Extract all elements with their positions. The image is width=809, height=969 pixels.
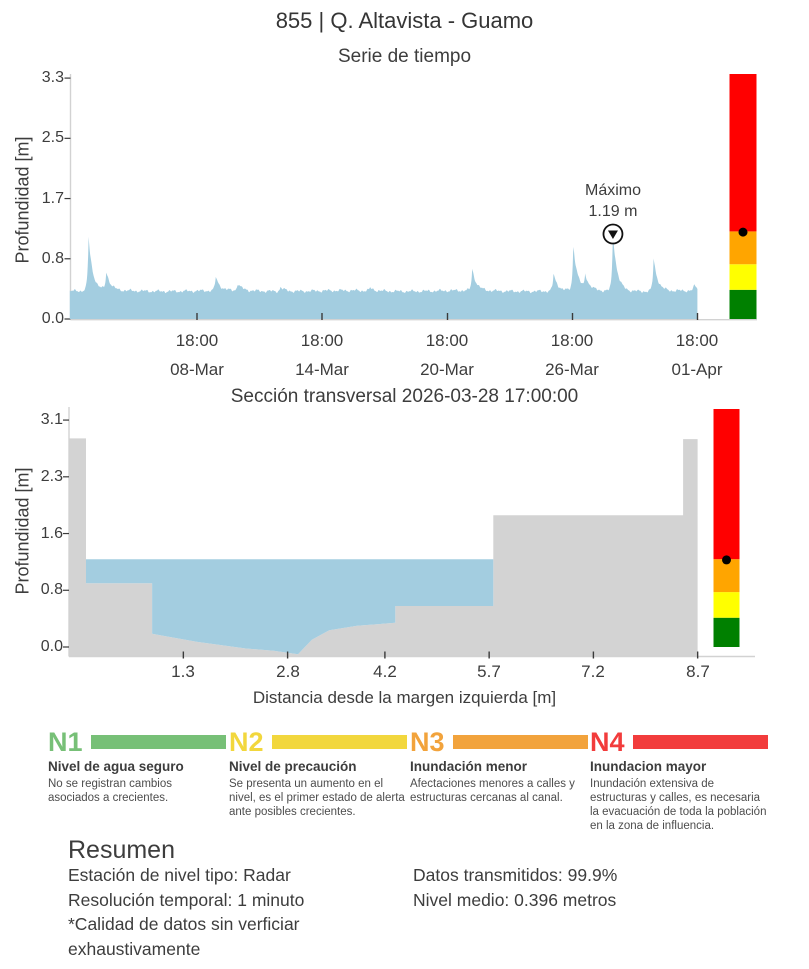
- levels-bar-segment-n4: [713, 409, 740, 560]
- cs-ytick-4: 3.1: [40, 411, 63, 428]
- levels-bar-segment-n3: [713, 559, 740, 593]
- legend-color-swatch: [452, 735, 588, 749]
- legend-code: N2: [229, 727, 264, 757]
- summary-heading: Resumen: [68, 836, 175, 864]
- ts-xtick-3: 18:00 26-Mar: [524, 330, 620, 380]
- ts-xtick-date: 26-Mar: [545, 360, 599, 379]
- page-title: 855 | Q. Altavista - Guamo: [275, 8, 534, 33]
- legend-head: N2: [229, 727, 407, 757]
- cs-ytick-2: 1.6: [40, 525, 63, 542]
- legend-description: Afectaciones menores a calles y estructu…: [410, 778, 575, 804]
- legend-title: Inundacion mayor: [590, 759, 707, 774]
- ts-xtick-time: 18:00: [175, 331, 219, 350]
- legend-head: N1: [48, 727, 226, 757]
- levels-bar-segment-n1: [729, 289, 757, 319]
- legend-item-n4: N4 Inundacion mayor Inundación extensiva…: [590, 729, 768, 833]
- ts-xtick-time: 18:00: [675, 331, 719, 350]
- cross-section-x-axis-label: Distancia desde la margen izquierda [m]: [252, 688, 557, 707]
- legend-code: N4: [590, 727, 625, 757]
- summary-temporal-resolution: Resolución temporal: 1 minuto: [68, 889, 305, 910]
- legend-title: Inundación menor: [410, 759, 528, 774]
- cs-xtick-2: 4.2: [373, 662, 397, 681]
- legend-item-n2: N2 Nivel de precaución Se presenta un au…: [229, 729, 407, 819]
- summary-data-transmitted: Datos transmitidos: 99.9%: [413, 865, 618, 885]
- cs-ytick-1: 0.8: [40, 581, 63, 598]
- cs-xtick-4: 7.2: [581, 662, 605, 681]
- legend-head: N4: [590, 727, 768, 757]
- max-annotation-label: Máximo: [584, 182, 641, 199]
- ts-ytick-4: 3.3: [41, 69, 64, 86]
- ts-ytick-2: 1.7: [41, 190, 64, 207]
- ts-xtick-date: 08-Mar: [170, 360, 224, 379]
- levels-bar-segment-n4: [729, 74, 757, 232]
- cs-xtick-1: 2.8: [276, 662, 300, 681]
- ts-xtick-4: 18:00 01-Apr: [649, 330, 745, 380]
- ts-xtick-2: 18:00 20-Mar: [399, 330, 495, 380]
- ts-xtick-date: 14-Mar: [295, 360, 349, 379]
- legend-description: Inundación extensiva de estructuras y ca…: [590, 778, 767, 832]
- legend-item-n1: N1 Nivel de agua seguro No se registran …: [48, 729, 226, 805]
- ts-xtick-time: 18:00: [425, 331, 469, 350]
- cross-section-terrain: [69, 438, 698, 657]
- levels-bar-segment-n1: [713, 617, 740, 647]
- cs-ytick-3: 2.3: [40, 468, 63, 485]
- cs-current-level-dot: [722, 555, 731, 565]
- legend-color-swatch: [271, 735, 407, 749]
- ts-ytick-3: 2.5: [41, 129, 64, 146]
- levels-bar-segment-n3: [729, 231, 757, 265]
- cs-xtick-0: 1.3: [171, 662, 195, 681]
- ts-xtick-date: 01-Apr: [671, 360, 723, 379]
- max-annotation: Máximo 1.19 m: [553, 180, 673, 222]
- cs-ytick-0: 0.0: [40, 638, 63, 655]
- cross-section-title: Sección transversal 2026-03-28 17:00:00: [230, 386, 579, 407]
- ts-current-level-dot: [738, 227, 748, 237]
- ts-xtick-1: 18:00 14-Mar: [274, 330, 370, 380]
- ts-ytick-1: 0.8: [41, 250, 64, 267]
- time-series-area: [69, 236, 698, 319]
- legend-head: N3: [410, 727, 588, 757]
- cross-section-water: [86, 559, 494, 655]
- ts-xtick-date: 20-Mar: [420, 360, 474, 379]
- legend-title: Nivel de agua seguro: [48, 759, 184, 774]
- ts-xtick-time: 18:00: [300, 331, 344, 350]
- legend-color-swatch: [90, 735, 226, 749]
- ts-xtick-0: 18:00 08-Mar: [149, 330, 245, 380]
- cs-xtick-3: 5.7: [477, 662, 501, 681]
- legend-color-swatch: [632, 735, 768, 749]
- legend-item-n3: N3 Inundación menor Afectaciones menores…: [410, 729, 588, 805]
- summary-data-quality-note: *Calidad de datos sin verficiar exhausti…: [68, 914, 300, 959]
- legend-description: Se presenta un aumento en el nivel, es e…: [229, 778, 405, 818]
- levels-bar-segment-n2: [729, 264, 757, 290]
- summary-mean-level: Nivel medio: 0.396 metros: [413, 889, 617, 910]
- cs-xtick-5: 8.7: [686, 662, 710, 681]
- ts-xtick-time: 18:00: [550, 331, 594, 350]
- legend-code: N1: [48, 727, 83, 757]
- summary-right-column: Datos transmitidos: 99.9% Nivel medio: 0…: [413, 863, 753, 912]
- legend-code: N3: [410, 727, 445, 757]
- time-series-title: Serie de tiempo: [337, 46, 472, 67]
- legend-title: Nivel de precaución: [229, 759, 357, 774]
- levels-bar-segment-n2: [713, 592, 740, 618]
- summary-left-column: Estación de nivel tipo: Radar Resolución…: [68, 863, 368, 961]
- max-marker-triangle: [607, 230, 618, 239]
- summary-station-type: Estación de nivel tipo: Radar: [68, 865, 291, 885]
- ts-ytick-0: 0.0: [41, 310, 64, 327]
- legend-description: No se registran cambios asociados a crec…: [48, 778, 172, 804]
- max-annotation-value: 1.19 m: [588, 203, 638, 220]
